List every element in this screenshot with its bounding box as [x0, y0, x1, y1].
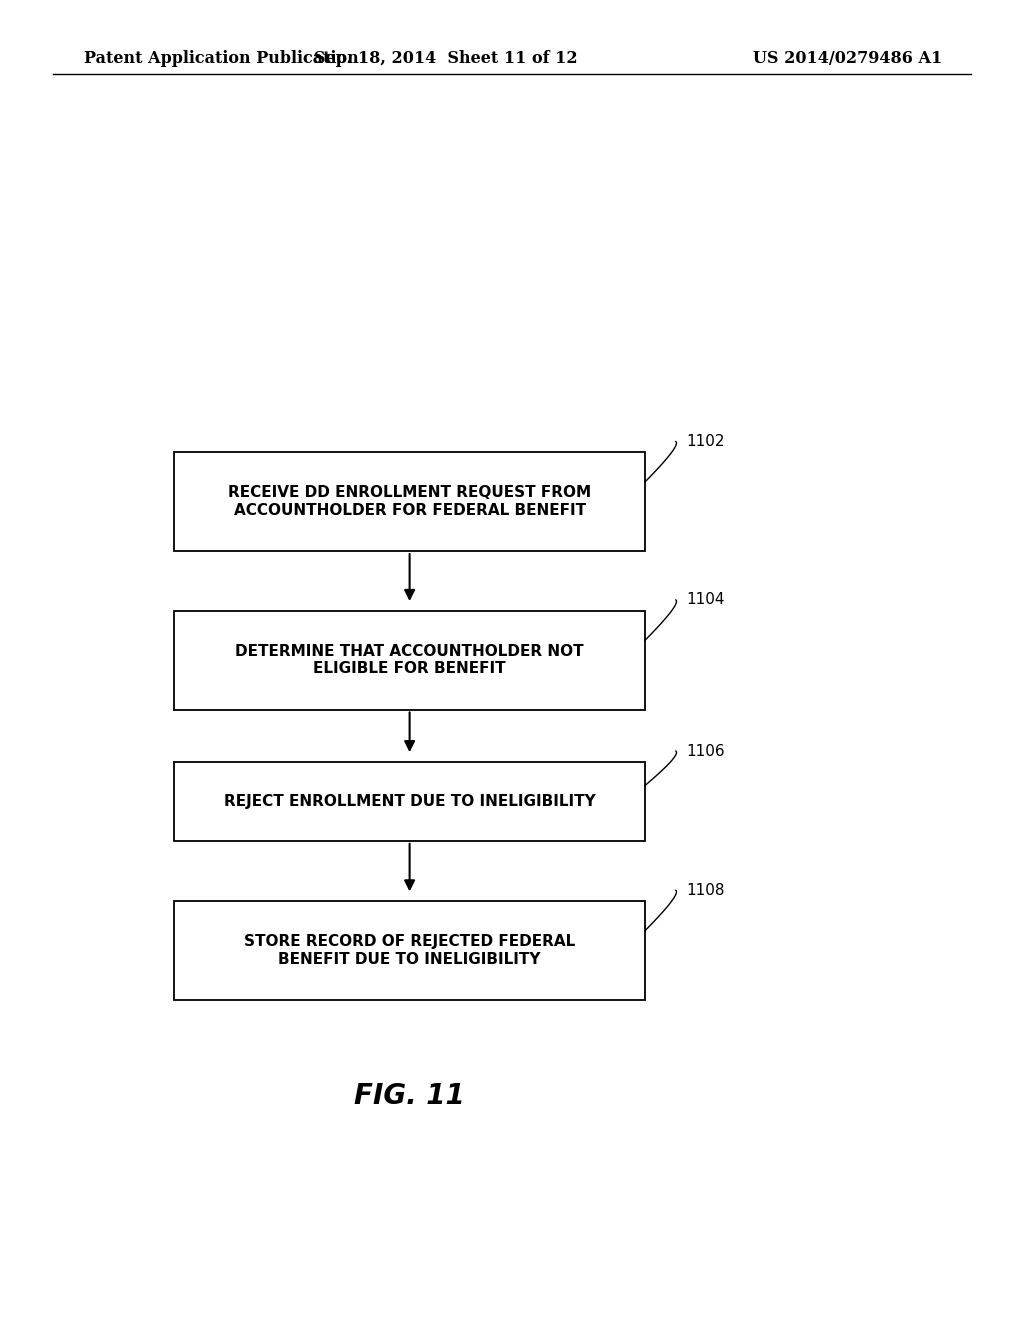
Bar — [174, 900, 645, 1001]
Text: 1104: 1104 — [686, 593, 725, 607]
Text: US 2014/0279486 A1: US 2014/0279486 A1 — [753, 50, 942, 66]
Text: 1108: 1108 — [686, 883, 725, 898]
Text: Sep. 18, 2014  Sheet 11 of 12: Sep. 18, 2014 Sheet 11 of 12 — [313, 50, 578, 66]
Text: REJECT ENROLLMENT DUE TO INELIGIBILITY: REJECT ENROLLMENT DUE TO INELIGIBILITY — [223, 793, 596, 809]
Bar — [174, 453, 645, 552]
Text: STORE RECORD OF REJECTED FEDERAL
BENEFIT DUE TO INELIGIBILITY: STORE RECORD OF REJECTED FEDERAL BENEFIT… — [244, 935, 575, 966]
Text: Patent Application Publication: Patent Application Publication — [84, 50, 358, 66]
Bar — [174, 610, 645, 710]
Bar — [174, 762, 645, 841]
Text: 1106: 1106 — [686, 743, 725, 759]
Text: RECEIVE DD ENROLLMENT REQUEST FROM
ACCOUNTHOLDER FOR FEDERAL BENEFIT: RECEIVE DD ENROLLMENT REQUEST FROM ACCOU… — [228, 486, 591, 517]
Text: DETERMINE THAT ACCOUNTHOLDER NOT
ELIGIBLE FOR BENEFIT: DETERMINE THAT ACCOUNTHOLDER NOT ELIGIBL… — [236, 644, 584, 676]
Text: 1102: 1102 — [686, 434, 725, 449]
Text: FIG. 11: FIG. 11 — [354, 1081, 465, 1110]
